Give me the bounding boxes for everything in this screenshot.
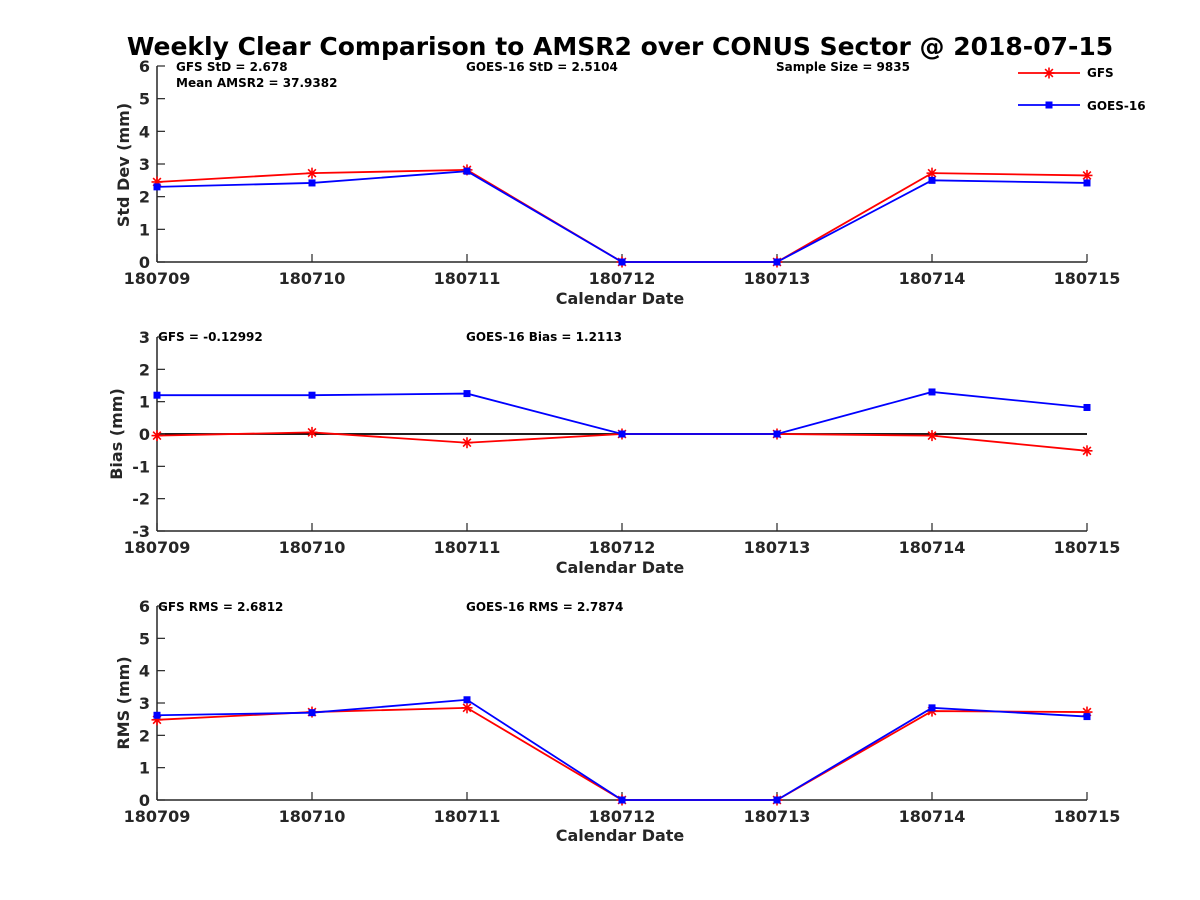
y-tick-label: 2 [139, 360, 150, 379]
x-tick-label: 180709 [124, 269, 191, 288]
x-tick-label: 180709 [124, 807, 191, 826]
y-tick-label: 4 [139, 122, 150, 141]
data-point-gfs [461, 437, 473, 449]
data-point-goes-16 [1083, 179, 1091, 187]
data-point-goes-16 [1083, 403, 1091, 411]
y-tick-label: 4 [139, 662, 150, 681]
x-tick-label: 180714 [899, 269, 966, 288]
x-tick-label: 180712 [589, 538, 656, 557]
x-tick-label: 180715 [1054, 807, 1121, 826]
data-point-gfs [1081, 169, 1093, 181]
x-tick-label: 180712 [589, 807, 656, 826]
legend-marker-goes-16 [1045, 101, 1053, 109]
data-point-goes-16 [463, 390, 471, 398]
x-tick-label: 180711 [434, 807, 501, 826]
figure-title: Weekly Clear Comparison to AMSR2 over CO… [127, 32, 1113, 61]
data-point-goes-16 [463, 167, 471, 175]
rms-panel: GFS RMS = 2.6812 GOES-16 RMS = 2.7874 RM… [114, 597, 1120, 845]
x-axis-label: Calendar Date [556, 826, 685, 845]
y-tick-label: -3 [132, 522, 150, 541]
annotation-gfs-bias: GFS = -0.12992 [158, 330, 263, 344]
annotation-mean-amsr2: Mean AMSR2 = 37.9382 [176, 76, 337, 90]
x-axis-label: Calendar Date [556, 289, 685, 308]
y-tick-label: 3 [139, 694, 150, 713]
y-tick-label: 5 [139, 90, 150, 109]
data-point-gfs [306, 167, 318, 179]
annotation-sample-size: Sample Size = 9835 [776, 60, 910, 74]
data-point-goes-16 [308, 179, 316, 187]
legend-label-gfs: GFS [1087, 66, 1114, 80]
data-point-goes-16 [928, 388, 936, 396]
y-tick-label: 0 [139, 253, 150, 272]
y-tick-label: 6 [139, 57, 150, 76]
x-tick-label: 180713 [744, 807, 811, 826]
data-point-gfs [926, 430, 938, 442]
data-point-goes-16 [153, 711, 161, 719]
x-tick-label: 180710 [279, 269, 346, 288]
y-tick-label: 2 [139, 726, 150, 745]
data-point-goes-16 [153, 183, 161, 191]
data-point-goes-16 [153, 391, 161, 399]
y-tick-label: 5 [139, 629, 150, 648]
std-dev-panel: GFS StD = 2.678 Mean AMSR2 = 37.9382 GOE… [114, 57, 1120, 308]
legend-marker-gfs [1043, 67, 1055, 79]
data-point-goes-16 [308, 391, 316, 399]
data-point-goes-16 [618, 796, 626, 804]
data-point-goes-16 [463, 696, 471, 704]
data-point-goes-16 [928, 176, 936, 184]
y-axis-label: RMS (mm) [114, 656, 133, 749]
data-point-gfs [1081, 445, 1093, 457]
data-point-gfs [151, 430, 163, 442]
y-tick-label: 0 [139, 425, 150, 444]
y-tick-label: 1 [139, 393, 150, 412]
data-point-goes-16 [928, 704, 936, 712]
x-tick-label: 180711 [434, 538, 501, 557]
x-tick-label: 180710 [279, 538, 346, 557]
annotation-goes16-std: GOES-16 StD = 2.5104 [466, 60, 618, 74]
x-tick-label: 180710 [279, 807, 346, 826]
legend: GFS GOES-16 [1018, 66, 1146, 113]
data-point-gfs [461, 702, 473, 714]
x-tick-label: 180713 [744, 269, 811, 288]
x-tick-label: 180714 [899, 538, 966, 557]
annotation-gfs-std: GFS StD = 2.678 [176, 60, 288, 74]
data-point-goes-16 [1083, 713, 1091, 721]
y-tick-label: 3 [139, 155, 150, 174]
data-point-goes-16 [773, 796, 781, 804]
y-tick-label: 6 [139, 597, 150, 616]
annotation-goes16-rms: GOES-16 RMS = 2.7874 [466, 600, 623, 614]
y-tick-label: 0 [139, 791, 150, 810]
y-tick-label: 1 [139, 759, 150, 778]
y-tick-label: -2 [132, 490, 150, 509]
x-tick-label: 180711 [434, 269, 501, 288]
y-tick-label: 2 [139, 188, 150, 207]
legend-label-goes-16: GOES-16 [1087, 99, 1146, 113]
x-tick-label: 180714 [899, 807, 966, 826]
y-tick-label: -1 [132, 457, 150, 476]
x-tick-label: 180712 [589, 269, 656, 288]
x-tick-label: 180709 [124, 538, 191, 557]
x-tick-label: 180713 [744, 538, 811, 557]
x-axis-label: Calendar Date [556, 558, 685, 577]
x-tick-label: 180715 [1054, 269, 1121, 288]
data-point-gfs [306, 426, 318, 438]
bias-panel: GFS = -0.12992 GOES-16 Bias = 1.2113 Bia… [107, 328, 1120, 577]
annotation-gfs-rms: GFS RMS = 2.6812 [158, 600, 283, 614]
data-point-goes-16 [618, 258, 626, 266]
x-tick-label: 180715 [1054, 538, 1121, 557]
y-axis-label: Std Dev (mm) [114, 103, 133, 227]
annotation-goes16-bias: GOES-16 Bias = 1.2113 [466, 330, 622, 344]
data-point-goes-16 [618, 430, 626, 438]
data-point-goes-16 [773, 430, 781, 438]
data-point-gfs [926, 167, 938, 179]
data-point-goes-16 [773, 258, 781, 266]
y-tick-label: 3 [139, 328, 150, 347]
y-axis-label: Bias (mm) [107, 388, 126, 480]
data-point-goes-16 [308, 709, 316, 717]
y-tick-label: 1 [139, 220, 150, 239]
